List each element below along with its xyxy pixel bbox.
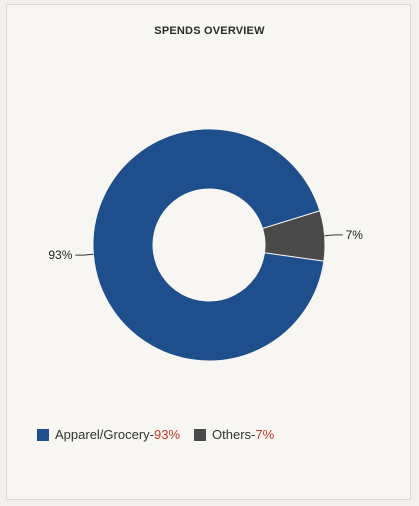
legend-separator: - [149,427,154,442]
chart-legend: Apparel/Grocery - 93% Others - 7% [37,427,288,442]
slice-data-label: 93% [48,248,72,262]
legend-item-apparel-grocery[interactable]: Apparel/Grocery - 93% [37,427,180,442]
legend-swatch [37,428,49,441]
label-leader-line [324,234,343,237]
spends-overview-card: SPENDS OVERVIEW 7% 93% Apparel/Grocery - … [6,4,411,500]
legend-label: Others [212,427,252,442]
slice-data-label: 7% [346,228,364,242]
chart-title: SPENDS OVERVIEW [154,25,265,37]
label-leader-line [75,253,94,256]
donut-slice-apparel-grocery[interactable] [92,128,325,362]
legend-swatch [194,428,207,441]
legend-item-others[interactable]: Others - 7% [194,427,274,442]
legend-percent: 93% [154,427,181,442]
legend-percent: 7% [255,427,275,442]
legend-label: Apparel/Grocery [55,427,150,442]
donut-chart: 7% 93% [48,128,364,362]
legend-separator: - [251,427,256,442]
